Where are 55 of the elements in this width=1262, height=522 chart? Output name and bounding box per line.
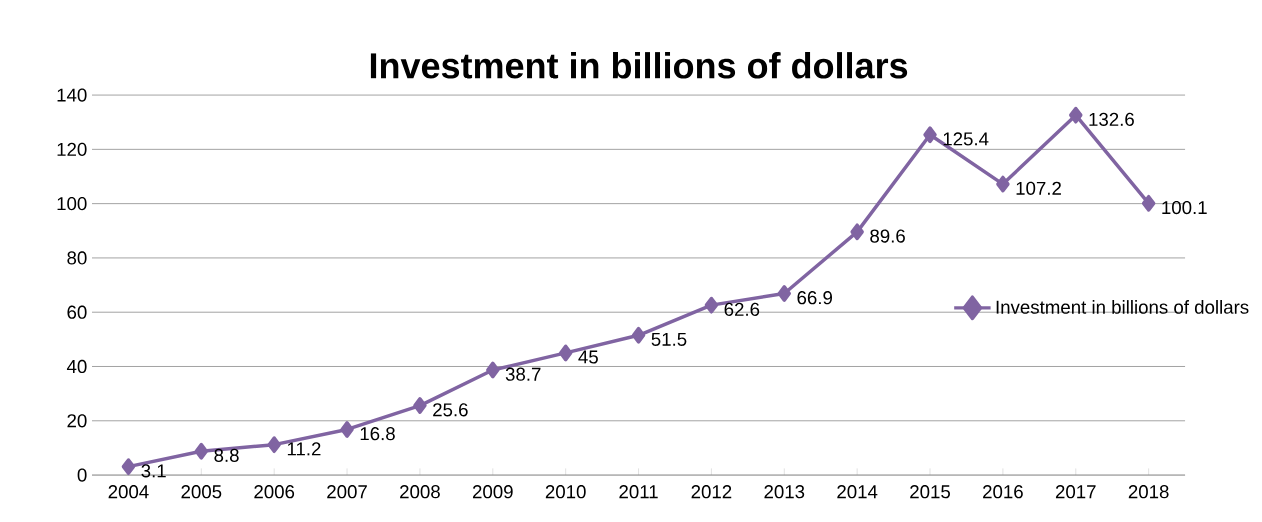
data-label: 16.8 — [360, 427, 395, 441]
x-tick-label: 2011 — [619, 485, 658, 499]
x-tick-label: 2008 — [400, 485, 440, 499]
x-tick-label: 2018 — [1128, 485, 1169, 499]
x-tick-label: 2009 — [472, 485, 513, 499]
data-label: 25.6 — [433, 403, 468, 417]
x-tick-label: 2016 — [983, 485, 1023, 499]
x-tick-label: 2012 — [691, 485, 732, 499]
point — [413, 397, 427, 414]
data-label: 107.2 — [1016, 181, 1061, 195]
point — [194, 442, 209, 460]
point — [777, 285, 792, 302]
data-label: 11.2 — [287, 442, 321, 456]
point — [486, 361, 500, 379]
point — [267, 436, 281, 454]
x-tick-label: 2005 — [181, 485, 222, 499]
data-label: 51.5 — [651, 332, 687, 346]
point — [121, 458, 136, 476]
data-label: 100.1 — [1162, 200, 1207, 215]
point — [996, 175, 1010, 193]
x-tick-label: 2004 — [108, 485, 149, 499]
point — [558, 344, 573, 362]
y-tick-label: 60 — [67, 305, 87, 319]
x-tick-label: 2006 — [254, 485, 295, 499]
y-tick-label: 20 — [67, 414, 87, 428]
point — [850, 223, 864, 241]
data-label: 89.6 — [870, 229, 905, 243]
data-label: 38.7 — [505, 367, 541, 381]
y-tick-label: 100 — [57, 197, 87, 211]
data-label: 8.8 — [214, 448, 239, 462]
data-label: 66.9 — [797, 291, 832, 305]
x-tick-label: 2015 — [910, 485, 950, 499]
point — [1141, 194, 1156, 212]
point — [1069, 106, 1083, 124]
data-label: 3.1 — [141, 464, 166, 478]
legend-label: Investment in billions of dollars — [996, 300, 1249, 314]
x-tick-label: 2014 — [837, 485, 878, 499]
point — [704, 296, 719, 314]
y-tick-label: 0 — [77, 468, 87, 482]
x-tick-label: 2007 — [327, 485, 367, 499]
data-label: 62.6 — [724, 302, 760, 316]
x-tick-label: 2013 — [764, 485, 805, 499]
data-label: 125.4 — [943, 132, 989, 146]
chart-title: Investment in billions of dollars — [370, 52, 908, 79]
y-tick-label: 120 — [57, 142, 87, 156]
data-label: 45 — [578, 350, 598, 364]
y-tick-label: 40 — [66, 359, 87, 374]
data-label: 132.6 — [1089, 112, 1134, 126]
y-tick-label: 80 — [67, 251, 87, 265]
x-tick-label: 2010 — [545, 485, 586, 499]
point — [631, 326, 646, 344]
point — [923, 126, 937, 144]
y-tick-label: 140 — [57, 88, 87, 102]
point — [340, 421, 354, 438]
x-tick-label: 2017 — [1055, 485, 1096, 499]
